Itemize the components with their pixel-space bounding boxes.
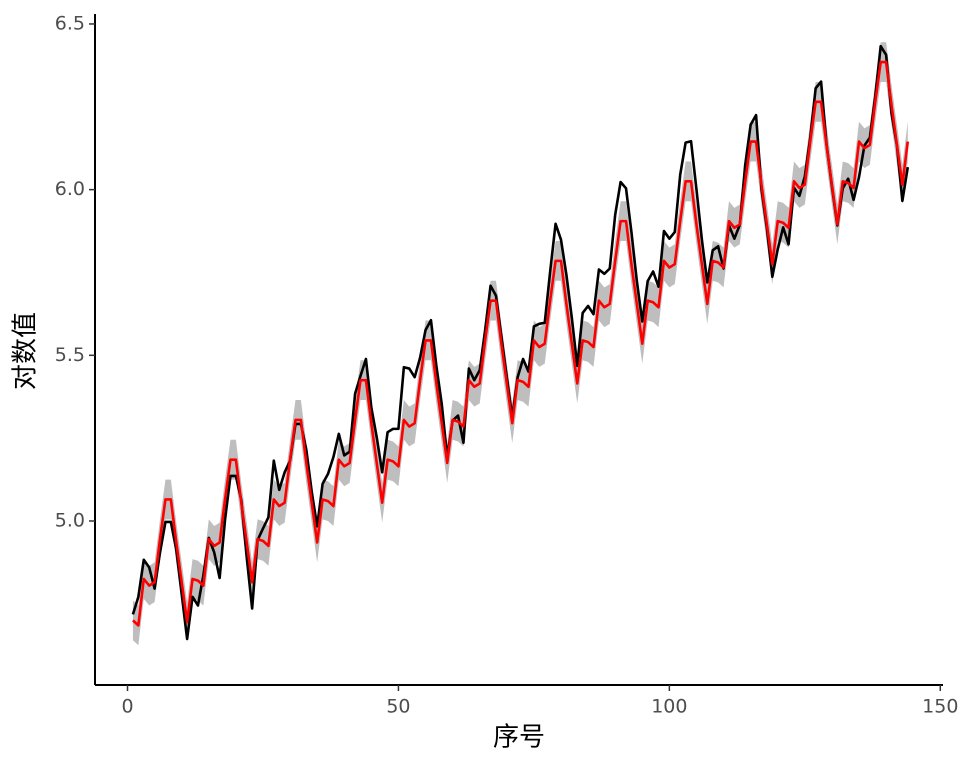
x-axis-title: 序号 bbox=[493, 723, 545, 753]
series-line bbox=[131, 44, 910, 641]
y-tick-label: 6.0 bbox=[55, 178, 85, 200]
series-line bbox=[132, 60, 910, 627]
x-tick-label: 150 bbox=[922, 696, 958, 718]
confidence-band bbox=[132, 42, 908, 646]
x-tick-label: 50 bbox=[386, 696, 410, 718]
y-tick-label: 6.5 bbox=[55, 12, 85, 34]
y-tick-label: 5.5 bbox=[55, 344, 85, 366]
y-tick-label: 5.0 bbox=[55, 509, 85, 531]
y-axis-title: 对数值 bbox=[11, 312, 41, 390]
x-tick-label: 0 bbox=[121, 696, 133, 718]
x-tick-label: 100 bbox=[651, 696, 687, 718]
